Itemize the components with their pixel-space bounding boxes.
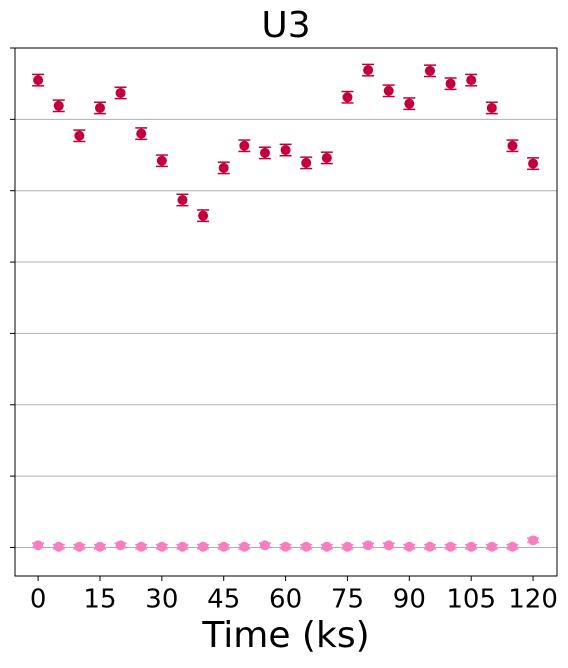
- data-point: [507, 140, 518, 151]
- x-tick-label: 15: [83, 585, 116, 615]
- data-point: [53, 541, 64, 552]
- x-axis-label: Time (ks): [201, 615, 369, 656]
- data-point: [218, 541, 229, 552]
- data-point: [424, 541, 435, 552]
- x-tick-label: 120: [508, 585, 558, 615]
- x-tick-label: 105: [446, 585, 496, 615]
- data-point: [363, 65, 374, 76]
- data-point: [466, 541, 477, 552]
- data-point: [136, 541, 147, 552]
- x-tick-label: 60: [269, 585, 302, 615]
- data-point: [342, 541, 353, 552]
- data-point: [156, 541, 167, 552]
- data-point: [94, 102, 105, 113]
- data-point: [115, 540, 126, 551]
- data-point: [528, 158, 539, 169]
- data-point: [33, 75, 44, 86]
- data-point: [280, 541, 291, 552]
- data-point: [466, 75, 477, 86]
- data-point: [177, 194, 188, 205]
- data-point: [74, 541, 85, 552]
- x-tick-label: 30: [145, 585, 178, 615]
- data-point: [198, 210, 209, 221]
- data-point: [424, 65, 435, 76]
- data-point: [445, 78, 456, 89]
- data-point: [383, 540, 394, 551]
- data-point: [156, 155, 167, 166]
- data-point: [259, 147, 270, 158]
- data-point: [239, 541, 250, 552]
- x-tick-label: 90: [393, 585, 426, 615]
- data-point: [486, 102, 497, 113]
- data-point: [342, 92, 353, 103]
- x-tick-label: 0: [30, 585, 47, 615]
- plot-frame: [14, 47, 558, 577]
- data-point: [507, 541, 518, 552]
- data-point: [301, 157, 312, 168]
- data-point: [177, 541, 188, 552]
- data-point: [33, 540, 44, 551]
- data-point: [198, 541, 209, 552]
- data-point: [74, 130, 85, 141]
- x-tick-label: 45: [207, 585, 240, 615]
- data-point: [259, 540, 270, 551]
- data-point: [383, 85, 394, 96]
- data-point: [301, 541, 312, 552]
- data-point: [321, 541, 332, 552]
- chart-title: U3: [261, 5, 310, 46]
- data-point: [528, 535, 539, 546]
- data-point: [280, 145, 291, 156]
- data-point: [363, 540, 374, 551]
- data-point: [404, 541, 415, 552]
- data-point: [486, 541, 497, 552]
- x-tick-label: 75: [331, 585, 364, 615]
- data-point: [239, 140, 250, 151]
- data-point: [94, 541, 105, 552]
- data-point: [136, 128, 147, 139]
- data-point: [445, 541, 456, 552]
- data-point: [115, 87, 126, 98]
- data-point: [218, 162, 229, 173]
- data-point: [404, 98, 415, 109]
- data-point: [321, 152, 332, 163]
- data-point: [53, 100, 64, 111]
